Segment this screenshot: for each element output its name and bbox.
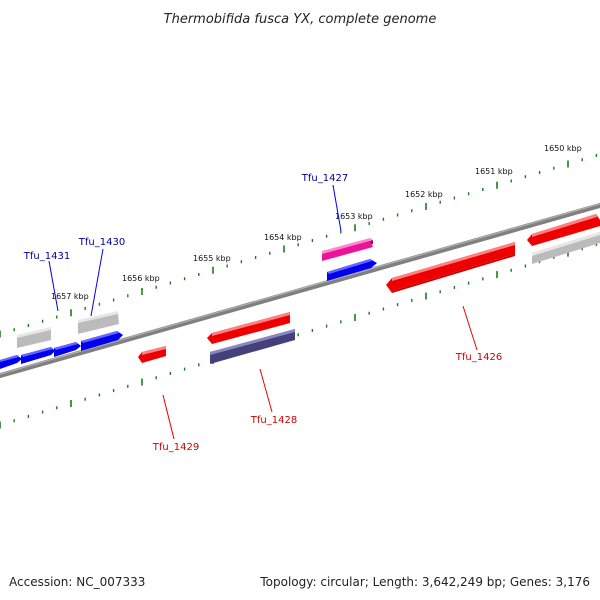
gene-tfu-1427-magenta[interactable] xyxy=(322,238,373,261)
gene-tfu-1426[interactable] xyxy=(386,242,515,293)
leader-tfu-1428 xyxy=(259,368,273,413)
gene-reverse-right-pseudo[interactable] xyxy=(532,232,600,264)
genome-summary-text: Topology: circular; Length: 3,642,249 bp… xyxy=(259,575,590,589)
gene-label-tfu-1428: Tfu_1428 xyxy=(250,415,297,426)
leader-tfu-1431 xyxy=(48,260,59,312)
leader-tfu-1429 xyxy=(162,394,175,440)
gene-forward-small-a[interactable] xyxy=(54,342,81,357)
leader-tfu-1426 xyxy=(462,305,478,351)
leader-tfu-1427 xyxy=(332,184,342,232)
gene-tfu-1428[interactable] xyxy=(210,329,295,364)
gene-reverse-right-red[interactable] xyxy=(527,214,600,246)
gene-label-tfu-1429: Tfu_1429 xyxy=(152,442,199,453)
gene-label-tfu-1430: Tfu_1430 xyxy=(78,237,125,248)
gene-tfu-1429[interactable] xyxy=(138,346,166,363)
genome-backbone xyxy=(0,202,600,379)
inner-tick-track xyxy=(0,242,598,429)
gene-tfu-1430-pseudo[interactable] xyxy=(78,311,119,334)
tick-label-1657: 1657 kbp xyxy=(51,292,89,301)
accession-text: Accession: NC_007333 xyxy=(9,575,145,589)
tick-label-1654: 1654 kbp xyxy=(264,233,302,242)
gene-tfu-1427[interactable] xyxy=(327,259,377,281)
tick-label-1651: 1651 kbp xyxy=(475,167,513,176)
gene-tfu-1431[interactable] xyxy=(21,347,55,364)
gene-tfu-1428-red[interactable] xyxy=(207,312,290,344)
tick-label-1656: 1656 kbp xyxy=(122,274,160,283)
gene-label-tfu-1426: Tfu_1426 xyxy=(455,352,502,363)
tick-label-1652: 1652 kbp xyxy=(405,190,443,199)
gene-forward-edge[interactable] xyxy=(0,355,22,369)
tick-label-1655: 1655 kbp xyxy=(193,254,231,263)
gene-tfu-1431-pseudo[interactable] xyxy=(17,327,51,348)
outer-tick-track xyxy=(0,153,598,338)
gene-tfu-1430[interactable] xyxy=(81,331,123,351)
tick-label-1653: 1653 kbp xyxy=(335,212,373,221)
map-title: Thermobifida fusca YX, complete genome xyxy=(164,12,437,27)
gene-label-tfu-1427: Tfu_1427 xyxy=(301,173,348,184)
leader-tfu-1430 xyxy=(90,248,104,317)
tick-label-1650: 1650 kbp xyxy=(544,144,582,153)
gene-label-tfu-1431: Tfu_1431 xyxy=(23,251,70,262)
